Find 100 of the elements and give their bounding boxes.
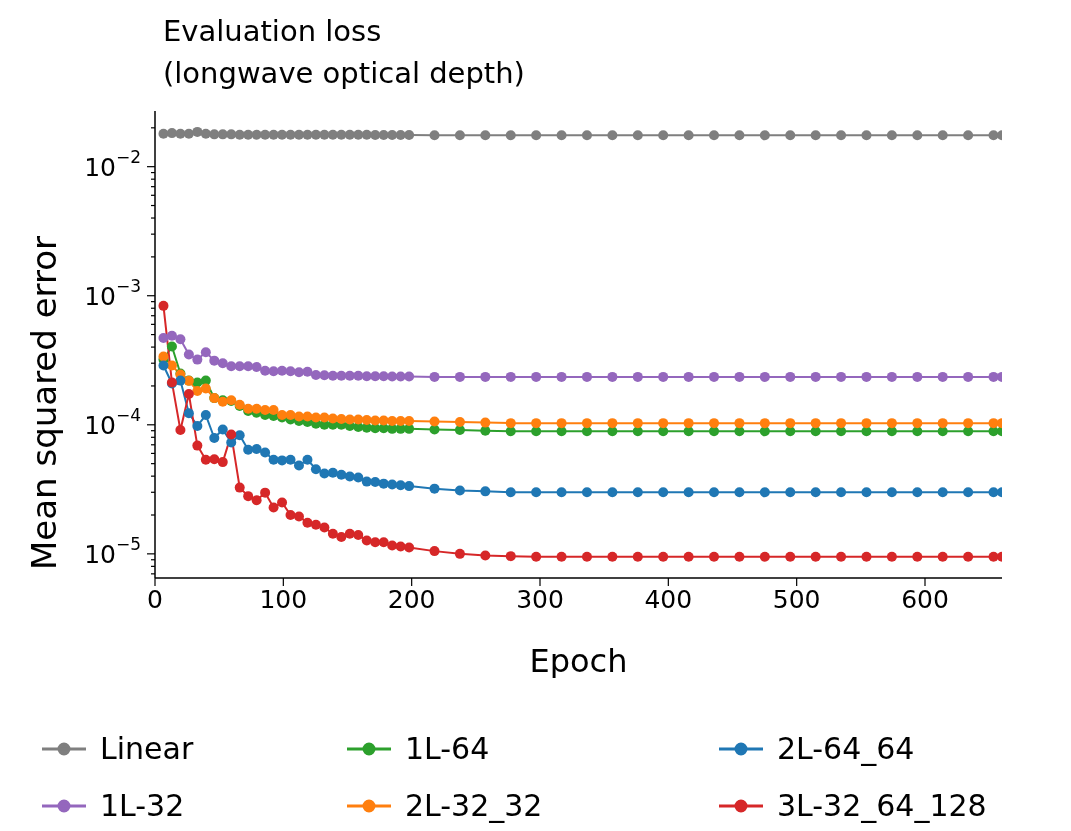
point xyxy=(429,416,440,427)
point xyxy=(158,300,169,311)
point xyxy=(632,487,643,498)
point xyxy=(581,371,592,382)
point xyxy=(260,487,271,498)
point xyxy=(243,129,254,140)
point xyxy=(251,362,262,373)
point xyxy=(310,129,321,140)
point xyxy=(217,457,228,468)
point xyxy=(429,483,440,494)
point xyxy=(836,551,847,562)
point xyxy=(454,548,465,559)
point xyxy=(226,129,237,140)
point xyxy=(556,371,567,382)
point xyxy=(429,546,440,557)
point xyxy=(759,551,770,562)
point xyxy=(361,535,372,546)
point xyxy=(353,129,364,140)
point xyxy=(963,371,974,382)
point xyxy=(810,487,821,498)
point xyxy=(759,130,770,141)
x-tick-label: 400 xyxy=(644,585,693,615)
point xyxy=(937,371,948,382)
point xyxy=(200,128,211,139)
point xyxy=(683,130,694,141)
point xyxy=(353,472,364,483)
point xyxy=(505,551,516,562)
point xyxy=(556,130,567,141)
point xyxy=(293,511,304,522)
y-axis-title: Mean squared error xyxy=(24,236,64,570)
y-tick-label: 10$^{−4}$ xyxy=(84,404,141,440)
x-axis-title: Epoch xyxy=(529,642,628,680)
point xyxy=(480,550,491,561)
x-tick-label: 200 xyxy=(387,585,436,615)
point xyxy=(607,418,618,429)
point xyxy=(404,542,415,553)
point xyxy=(480,417,491,428)
point xyxy=(658,551,669,562)
point xyxy=(209,433,220,444)
point xyxy=(785,487,796,498)
point xyxy=(344,370,355,381)
point xyxy=(226,361,237,372)
point xyxy=(192,385,203,396)
point xyxy=(937,551,948,562)
point xyxy=(759,371,770,382)
point xyxy=(429,371,440,382)
point xyxy=(166,128,177,139)
point xyxy=(353,370,364,381)
point xyxy=(709,130,720,141)
point xyxy=(454,371,465,382)
point xyxy=(260,365,271,376)
point xyxy=(632,130,643,141)
point xyxy=(734,371,745,382)
point xyxy=(166,341,177,352)
point xyxy=(531,551,542,562)
point xyxy=(192,354,203,365)
point xyxy=(454,485,465,496)
point xyxy=(683,487,694,498)
point xyxy=(556,487,567,498)
point xyxy=(243,444,254,455)
point xyxy=(886,551,897,562)
point xyxy=(581,551,592,562)
x-tick-label: 600 xyxy=(901,585,949,615)
point xyxy=(963,130,974,141)
point xyxy=(759,418,770,429)
point xyxy=(302,454,313,465)
legend-label: Linear xyxy=(100,731,194,766)
x-tick-label: 500 xyxy=(772,585,821,615)
point xyxy=(861,551,872,562)
point xyxy=(327,413,338,424)
point xyxy=(370,129,381,140)
point xyxy=(387,479,398,490)
point xyxy=(683,551,694,562)
point xyxy=(310,412,321,423)
point xyxy=(293,129,304,140)
point xyxy=(319,522,330,533)
point xyxy=(861,418,872,429)
legend-label: 3L-32_64_128 xyxy=(777,788,987,823)
y-tick-label: 10$^{−5}$ xyxy=(84,533,141,569)
point xyxy=(302,366,313,377)
point xyxy=(581,130,592,141)
point xyxy=(158,128,169,139)
point xyxy=(217,424,228,435)
y-tick-label: 10$^{−3}$ xyxy=(84,275,141,311)
point xyxy=(175,425,186,436)
legend-label: 2L-32_32 xyxy=(405,788,543,823)
point xyxy=(734,487,745,498)
point xyxy=(886,130,897,141)
x-tick-label: 300 xyxy=(516,585,564,615)
point xyxy=(209,355,220,366)
point xyxy=(607,487,618,498)
point xyxy=(734,418,745,429)
point xyxy=(683,371,694,382)
point xyxy=(353,414,364,425)
point xyxy=(505,371,516,382)
point xyxy=(937,130,948,141)
point xyxy=(293,460,304,471)
point xyxy=(607,551,618,562)
point xyxy=(336,532,347,543)
point xyxy=(183,128,194,139)
